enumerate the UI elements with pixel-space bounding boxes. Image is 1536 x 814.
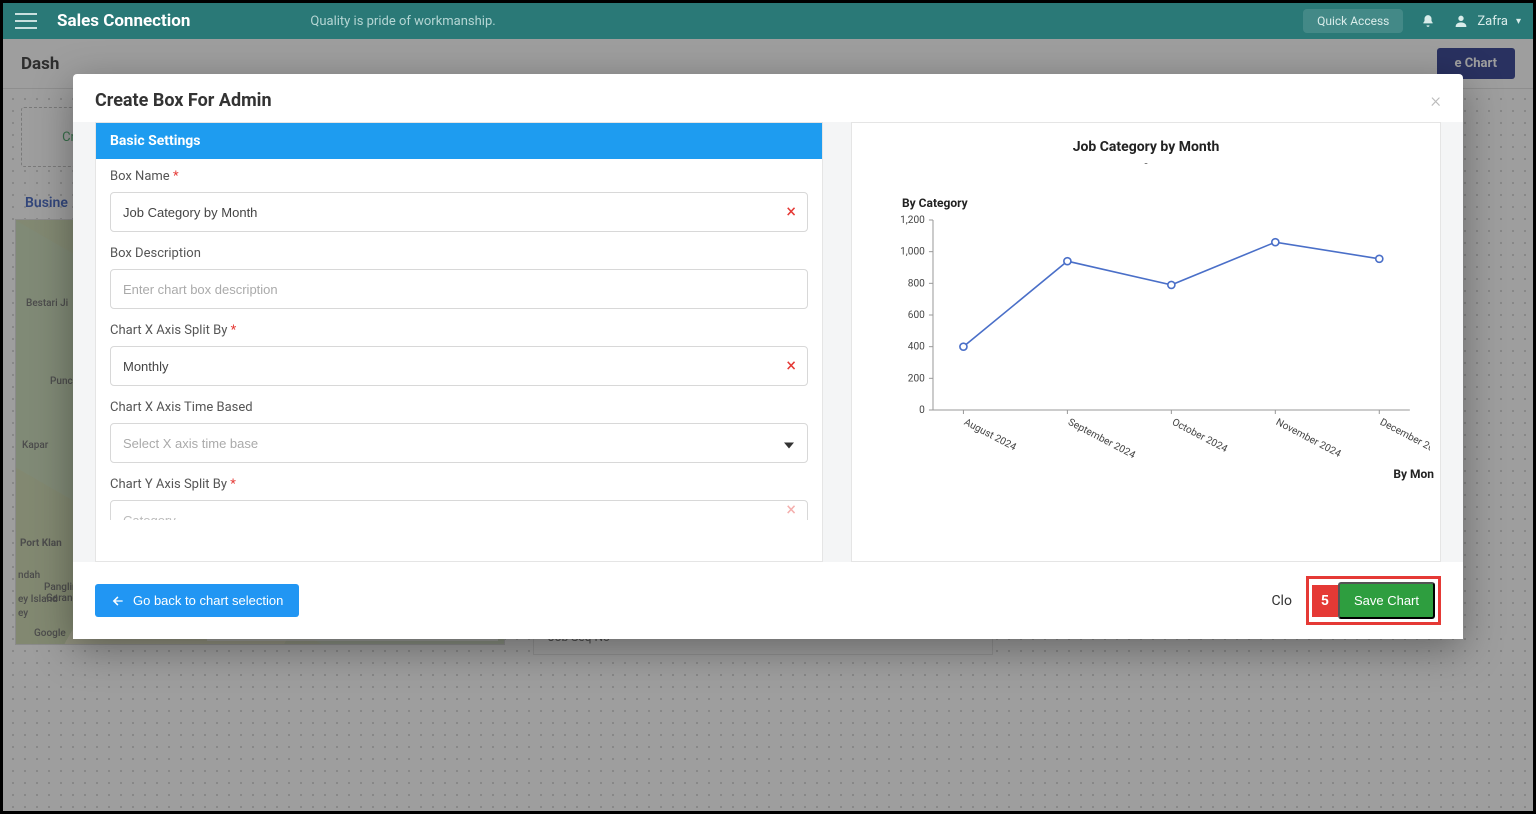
line-chart: 0 200 400 600 800 1,000 1,200 August 2024 Septem…	[862, 210, 1430, 490]
callout-highlight: 5 Save Chart	[1306, 576, 1441, 625]
back-button-label: Go back to chart selection	[133, 593, 283, 608]
chevron-down-icon: ▾	[1516, 16, 1521, 27]
brand: Sales Connection	[57, 11, 190, 31]
box-desc-input[interactable]	[110, 269, 808, 309]
clear-icon[interactable]: ×	[786, 202, 796, 223]
chart-title: Job Category by Month	[862, 139, 1430, 155]
callout-step-number: 5	[1312, 585, 1338, 617]
svg-text:1,200: 1,200	[900, 215, 925, 226]
box-name-label: Box Name *	[110, 169, 808, 184]
settings-panel[interactable]: Basic Settings Box Name * × Box Descript…	[95, 122, 823, 562]
back-button[interactable]: Go back to chart selection	[95, 584, 299, 617]
close-button[interactable]: Clo	[1271, 593, 1296, 609]
y-axis-label: By Category	[902, 196, 968, 210]
user-name: Zafra	[1477, 14, 1508, 29]
chart-preview: Job Category by Month - By Category By M…	[851, 122, 1441, 562]
svg-text:September 2024: September 2024	[1066, 417, 1137, 461]
x-time-select[interactable]	[110, 423, 808, 463]
x-split-label: Chart X Axis Split By *	[110, 323, 808, 338]
svg-text:November 2024: November 2024	[1274, 417, 1343, 460]
section-header: Basic Settings	[96, 123, 822, 159]
x-time-label: Chart X Axis Time Based	[110, 400, 808, 415]
create-box-modal: Create Box For Admin × Basic Settings Bo…	[73, 74, 1463, 639]
svg-text:600: 600	[908, 310, 925, 321]
save-chart-button[interactable]: Save Chart	[1338, 582, 1435, 619]
modal-title: Create Box For Admin	[95, 90, 272, 111]
arrow-left-icon	[111, 594, 125, 608]
svg-text:800: 800	[908, 278, 925, 289]
quick-access-button[interactable]: Quick Access	[1303, 9, 1403, 33]
svg-text:December 2024: December 2024	[1378, 417, 1430, 460]
close-icon[interactable]: ×	[1431, 88, 1441, 112]
svg-text:August 2024: August 2024	[962, 417, 1018, 453]
svg-text:1,000: 1,000	[900, 247, 925, 258]
clear-icon[interactable]: ×	[786, 500, 796, 520]
y-split-label: Chart Y Axis Split By *	[110, 477, 808, 492]
hamburger-icon[interactable]	[15, 13, 37, 29]
svg-text:400: 400	[908, 342, 925, 353]
y-split-input[interactable]	[110, 500, 808, 520]
svg-text:200: 200	[908, 373, 925, 384]
user-menu[interactable]: Zafra ▾	[1453, 13, 1521, 29]
clear-icon[interactable]: ×	[786, 356, 796, 377]
svg-text:0: 0	[919, 405, 925, 416]
bell-icon[interactable]	[1421, 14, 1435, 28]
box-desc-label: Box Description	[110, 246, 808, 261]
topbar: Sales Connection Quality is pride of wor…	[3, 3, 1533, 39]
svg-text:October 2024: October 2024	[1170, 417, 1229, 455]
box-name-input[interactable]	[110, 192, 808, 232]
chart-subtitle: -	[862, 157, 1430, 170]
x-split-input[interactable]	[110, 346, 808, 386]
tagline: Quality is pride of workmanship.	[310, 14, 495, 29]
